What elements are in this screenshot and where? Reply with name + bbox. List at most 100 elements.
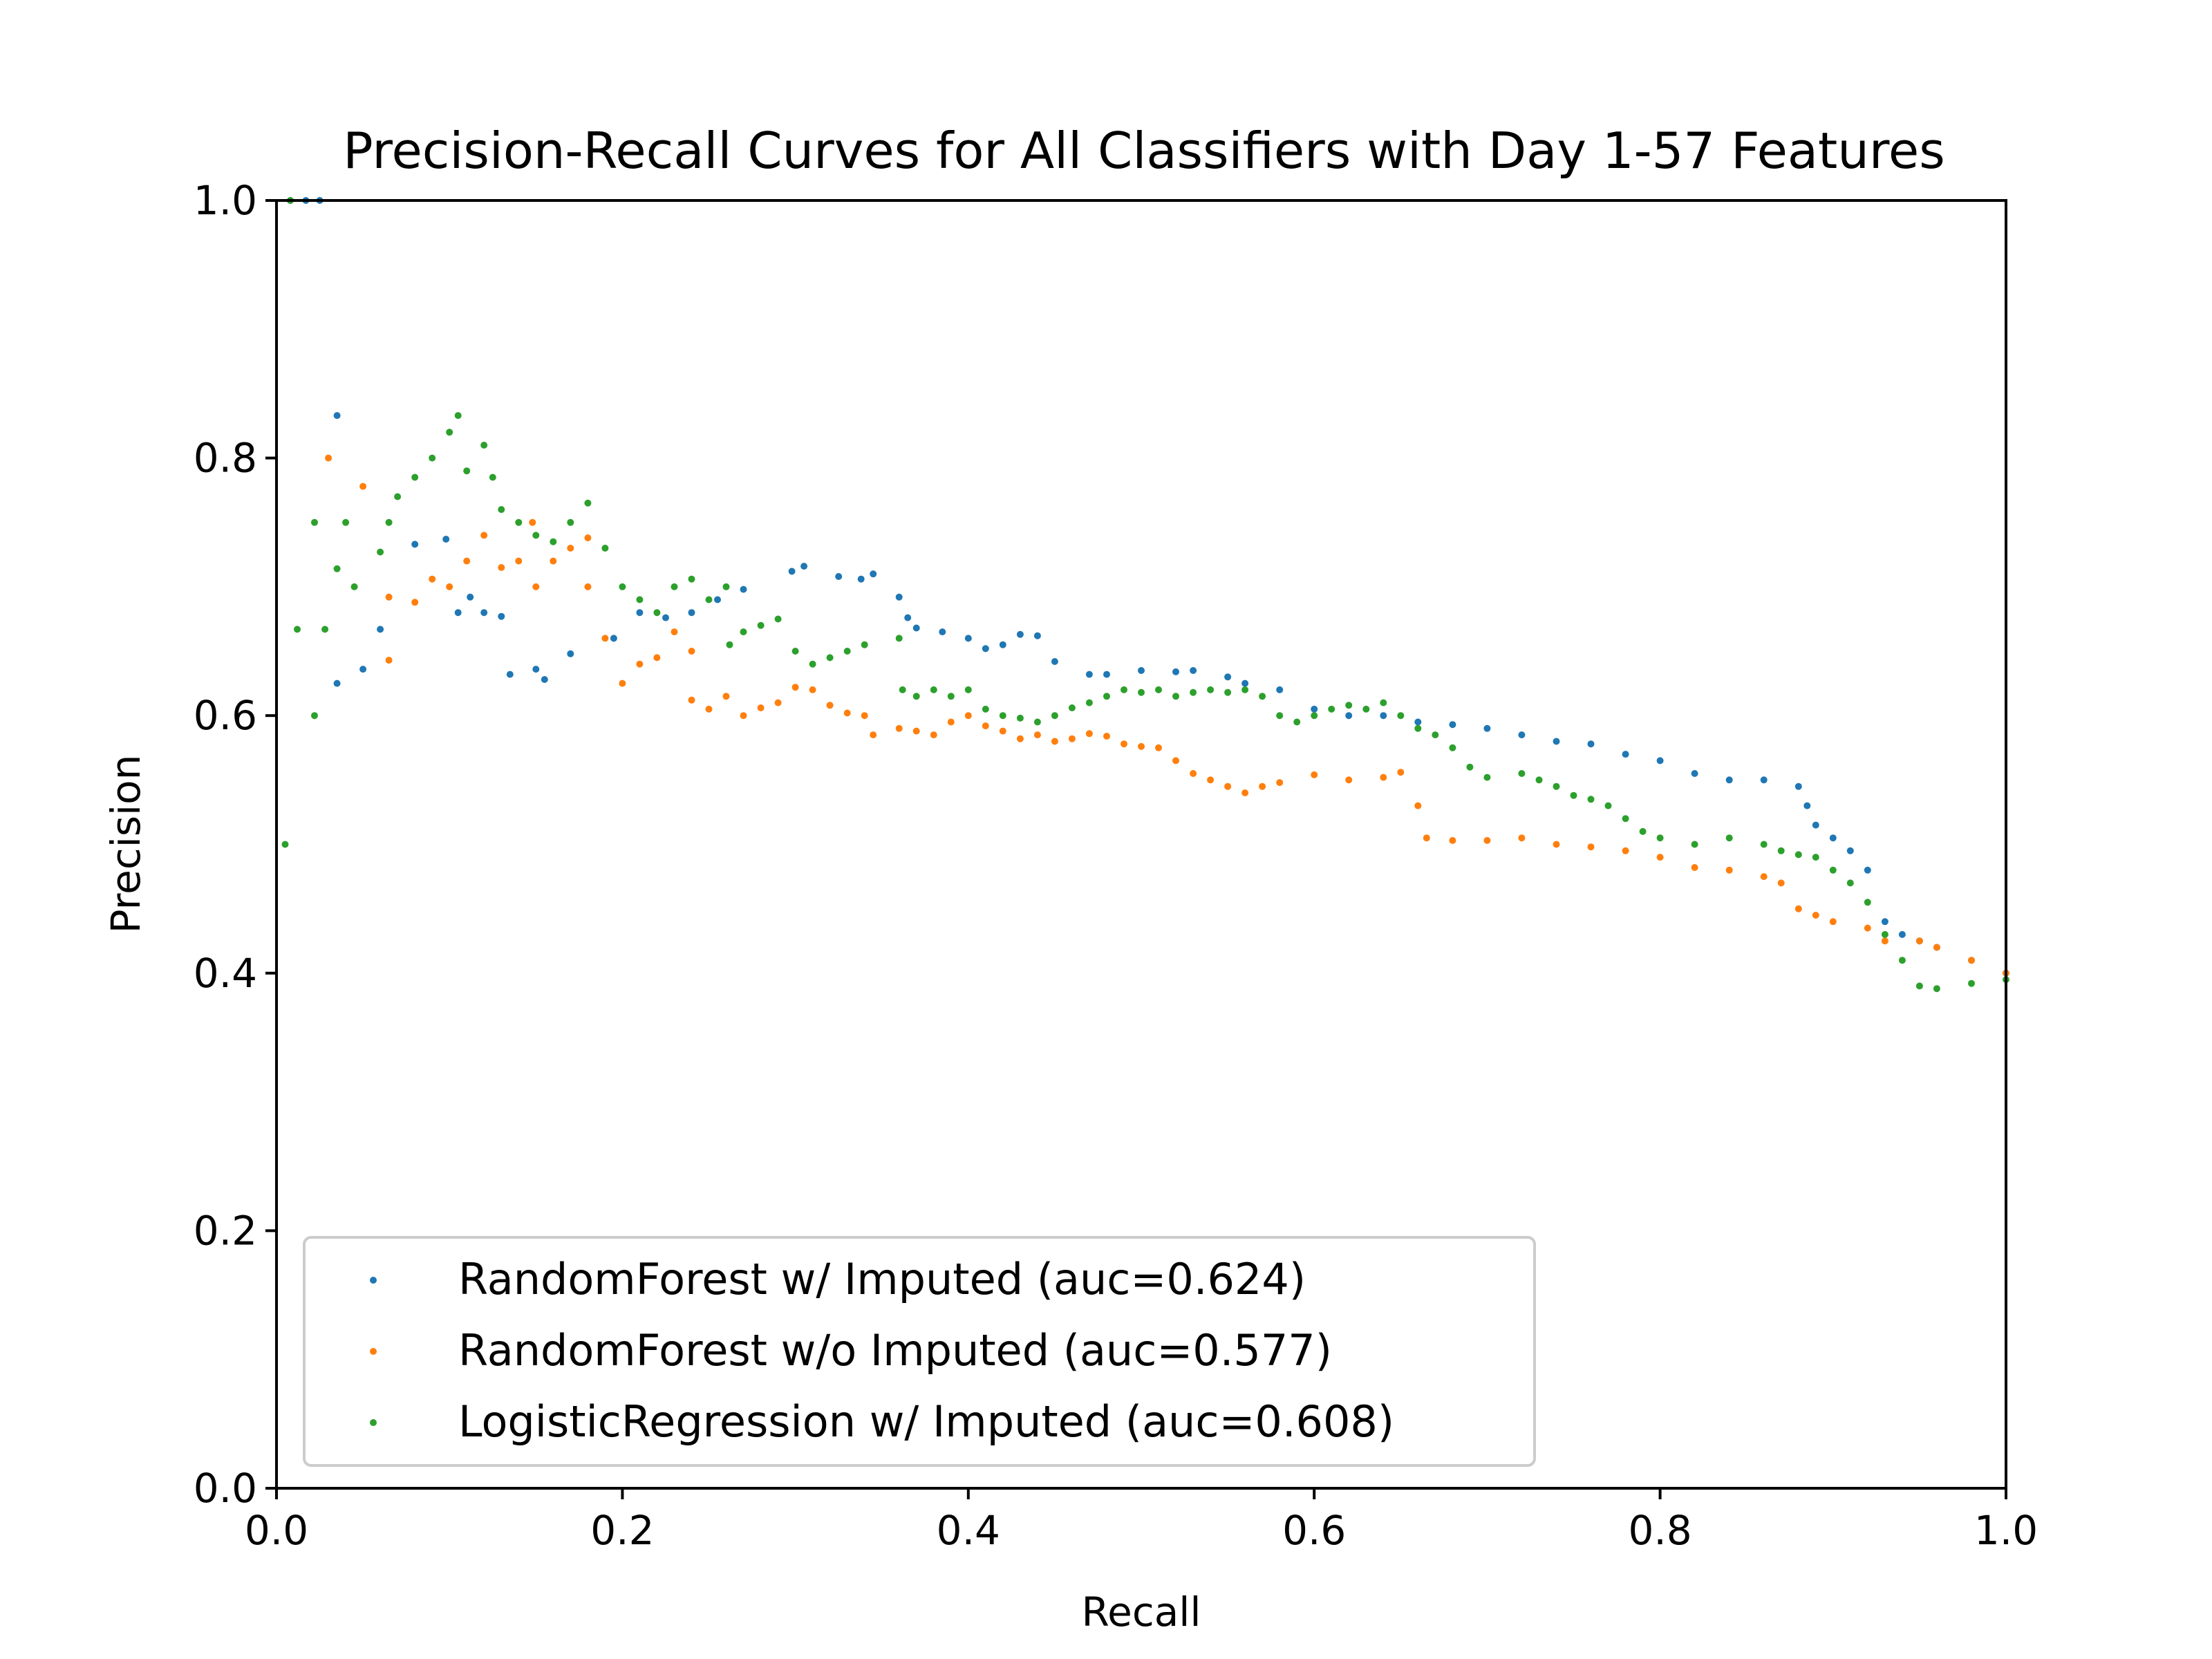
data-point: [1587, 740, 1595, 748]
data-point: [1276, 686, 1284, 693]
data-point: [861, 641, 868, 648]
series-2: [281, 197, 2009, 993]
data-point: [480, 442, 488, 449]
data-point: [636, 596, 644, 603]
data-point: [688, 575, 695, 583]
data-point: [1016, 735, 1024, 742]
data-point: [1933, 985, 1940, 993]
data-point: [1328, 705, 1335, 713]
data-point: [999, 727, 1006, 735]
data-point: [1138, 667, 1145, 674]
data-point: [359, 666, 367, 673]
data-point: [385, 657, 393, 664]
data-point: [325, 454, 332, 462]
data-point: [1691, 841, 1698, 848]
data-point: [1622, 815, 1629, 823]
data-point: [411, 541, 419, 548]
data-point: [895, 593, 903, 601]
data-point: [1829, 918, 1837, 926]
data-point: [1656, 757, 1664, 765]
data-point: [843, 709, 851, 717]
y-axis-label: Precision: [102, 755, 149, 934]
legend-box: [303, 1236, 1536, 1467]
data-point: [498, 506, 505, 514]
data-point: [584, 499, 592, 507]
data-point: [899, 686, 906, 693]
data-point: [1864, 866, 1871, 874]
plot-frame: [275, 199, 2007, 1490]
data-point: [429, 575, 436, 583]
data-point: [1311, 705, 1318, 713]
data-point: [1085, 730, 1093, 738]
data-point: [1829, 834, 1837, 842]
legend-label-0: RandomForest w/ Imputed (auc=0.624): [458, 1254, 1306, 1304]
y-tick-label: 0.2: [194, 1207, 257, 1254]
data-point: [930, 731, 937, 739]
data-point: [1777, 879, 1785, 887]
data-point: [1449, 721, 1456, 729]
series-1: [325, 454, 2009, 977]
data-point: [982, 645, 989, 653]
data-point: [705, 596, 713, 603]
data-point: [1518, 731, 1526, 739]
data-point: [688, 648, 695, 655]
data-point: [411, 474, 419, 481]
data-point: [688, 609, 695, 617]
data-point: [584, 534, 592, 542]
data-point: [1414, 724, 1422, 732]
data-point: [489, 474, 496, 481]
data-point: [1138, 688, 1145, 696]
data-point: [1933, 944, 1940, 951]
data-point: [1915, 982, 1923, 990]
data-point: [671, 583, 678, 590]
data-point: [1033, 718, 1041, 726]
data-point: [1155, 744, 1162, 751]
data-point: [826, 654, 834, 662]
y-tick-label: 0.6: [194, 692, 257, 739]
data-point: [333, 412, 341, 420]
data-point: [636, 660, 644, 668]
data-point: [1276, 712, 1284, 720]
data-point: [1414, 718, 1422, 726]
data-point: [653, 609, 661, 617]
data-point: [1172, 693, 1179, 700]
data-point: [722, 583, 730, 590]
data-point: [1794, 851, 1802, 859]
data-point: [912, 624, 920, 632]
data-point: [1345, 702, 1353, 709]
data-point: [294, 626, 301, 633]
data-point: [1311, 712, 1318, 720]
data-point: [722, 693, 730, 700]
data-point: [385, 518, 393, 526]
data-point: [1812, 821, 1819, 829]
data-point: [740, 585, 747, 593]
data-point: [1829, 866, 1837, 874]
data-point: [982, 722, 989, 730]
data-point: [999, 641, 1006, 648]
legend-label-1: RandomForest w/o Imputed (auc=0.577): [458, 1325, 1332, 1376]
data-point: [662, 614, 669, 621]
data-point: [480, 609, 488, 617]
data-point: [1345, 776, 1353, 784]
data-point: [1224, 688, 1232, 696]
data-point: [1190, 770, 1197, 777]
data-point: [1085, 671, 1093, 678]
data-point: [1380, 699, 1387, 706]
data-point: [1224, 673, 1232, 681]
data-point: [1846, 847, 1854, 854]
data-point: [1155, 686, 1162, 693]
data-point: [333, 565, 341, 572]
data-point: [1725, 834, 1733, 842]
data-point: [359, 482, 367, 490]
data-point: [515, 518, 523, 526]
data-point: [1172, 668, 1179, 675]
legend-marker-0: [370, 1277, 377, 1284]
data-point: [1656, 854, 1664, 861]
data-point: [342, 518, 350, 526]
data-point: [506, 671, 514, 678]
data-point: [550, 538, 557, 545]
data-point: [567, 650, 574, 657]
data-point: [1881, 918, 1888, 926]
data-point: [870, 731, 877, 739]
data-point: [463, 557, 471, 565]
